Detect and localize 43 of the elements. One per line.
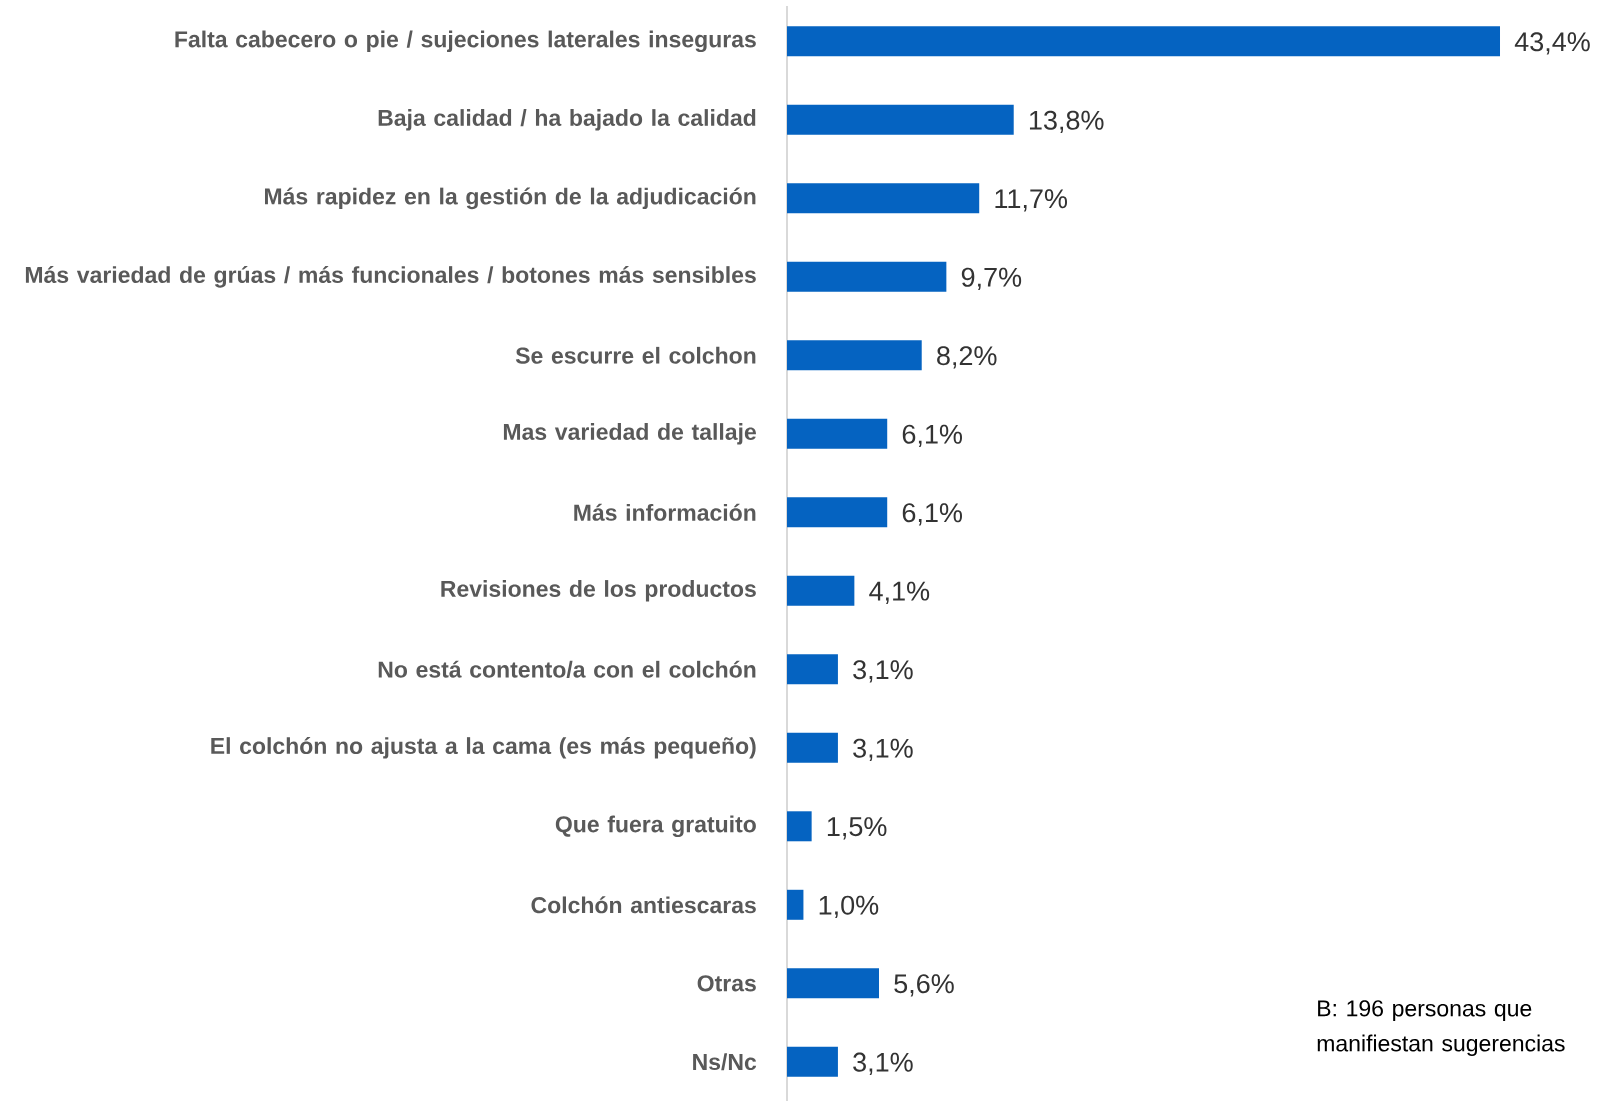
y-tick-label: Que fuera gratuito: [555, 815, 756, 838]
y-tick-label: Se escurre el colchon: [515, 346, 756, 364]
y-tick-label: Más rapidez en la gestión de la adjudicación: [265, 187, 756, 210]
data-label: 3,1%: [853, 660, 913, 683]
bar: [787, 340, 922, 371]
y-tick-label: No está contento/a con el colchón: [378, 660, 756, 678]
data-label: 13,8%: [1029, 110, 1104, 133]
bar: [787, 654, 838, 685]
bar: [787, 811, 812, 842]
data-label: 9,7%: [961, 267, 1022, 290]
y-tick-label: Más variedad de grúas / más funcionales / botones más sensibles: [25, 265, 756, 288]
bar: [787, 418, 888, 449]
data-label: 5,6%: [894, 974, 954, 997]
data-label: 1,0%: [819, 895, 879, 918]
y-tick-label: Revisiones de los productos: [441, 580, 756, 602]
bar: [787, 968, 879, 999]
data-label: 3,1%: [853, 1052, 913, 1075]
data-label: 8,2%: [937, 346, 997, 369]
bar: [787, 1046, 838, 1077]
bar: [787, 261, 947, 292]
y-tick-label: Más información: [574, 503, 756, 521]
data-label: 1,5%: [827, 817, 887, 840]
y-tick-label: Mas variedad de tallaje: [503, 423, 756, 445]
y-tick-label: Baja calidad / ha bajado la calidad: [378, 109, 756, 131]
bar: [787, 26, 1501, 57]
y-tick-label: El colchón no ajusta a la cama (es más pequeño): [211, 736, 756, 759]
annotation: B: 196 personas que manifiestan sugerencias: [1317, 1000, 1565, 1057]
y-tick-label: Otras: [697, 975, 756, 992]
bar: [787, 575, 855, 606]
data-label: 43,4%: [1514, 32, 1590, 55]
y-tick-label: Ns/Nc: [693, 1053, 757, 1071]
y-tick-label: Colchón antiescaras: [531, 896, 756, 914]
data-label: 11,7%: [995, 189, 1068, 212]
y-tick-label: Falta cabecero o pie / sujeciones laterales inseguras: [175, 30, 756, 53]
bar: [787, 732, 838, 763]
bar: [787, 104, 1014, 135]
data-label: 4,1%: [869, 581, 930, 604]
data-label: 6,1%: [902, 503, 962, 526]
bar: [787, 497, 888, 528]
data-label: 6,1%: [902, 424, 962, 447]
data-label: 3,1%: [853, 738, 913, 761]
bar: [787, 889, 804, 920]
bar: [787, 183, 980, 214]
